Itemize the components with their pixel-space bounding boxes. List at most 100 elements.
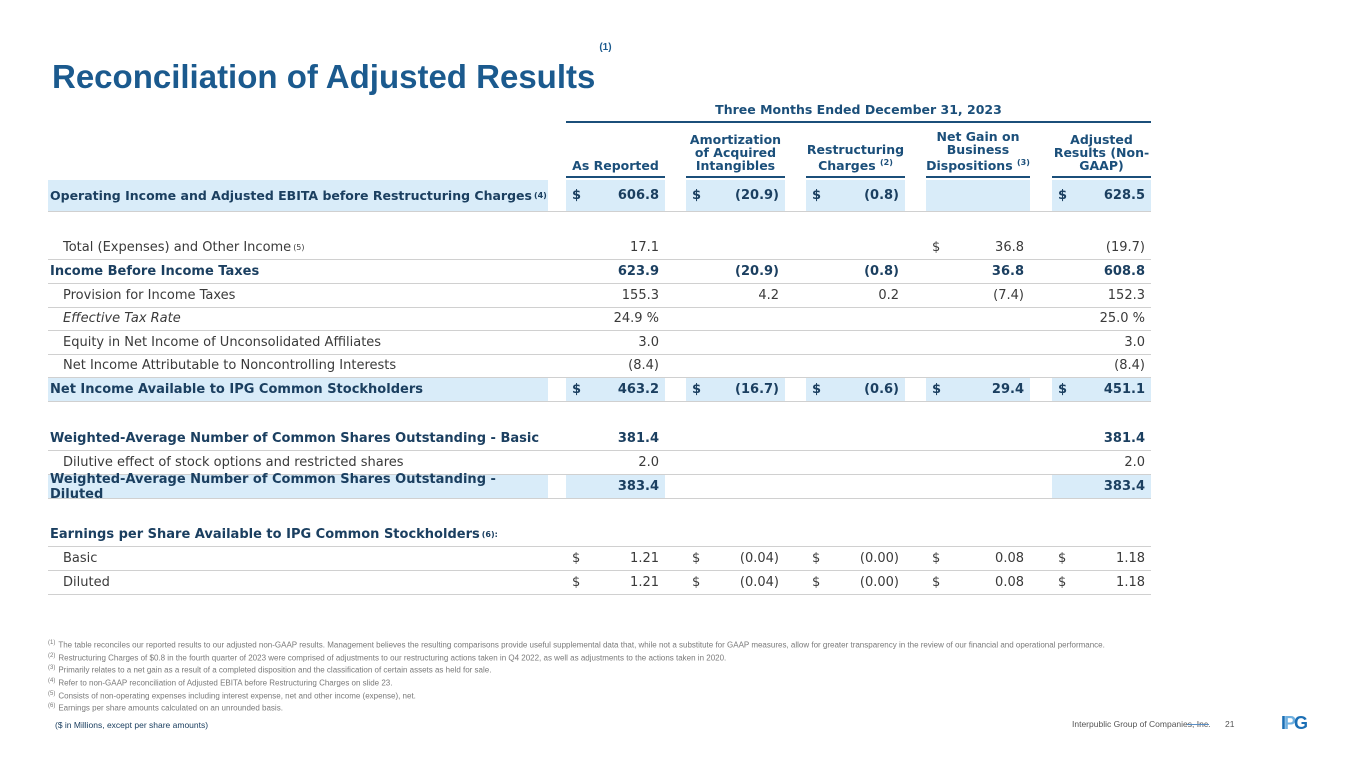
column-header: Net Gain on Business Dispositions (3) [926,130,1030,178]
company-name: Interpublic Group of Companies, Inc. [1072,719,1211,729]
currency-sign: $ [932,575,941,590]
column-header-label: Adjusted Results (Non-GAAP) [1053,132,1150,173]
cell-value: 155.3 [621,288,659,303]
footnote-number: (6) [48,703,56,710]
value-cell [806,354,905,377]
currency-sign: $ [692,575,701,590]
value-cell: $1.18 [1052,571,1151,594]
table-row: Operating Income and Adjusted EBITA befo… [48,180,1151,212]
cell-value: 29.4 [991,382,1024,397]
cell-value: (0.00) [859,575,899,590]
value-cell [926,427,1030,450]
value-cell: (20.9) [686,260,785,283]
row-label-text: Basic [63,551,98,566]
value-cell: $36.8 [926,236,1030,259]
cell-value: 17.1 [630,240,659,255]
row-label: Income Before Income Taxes [48,260,548,283]
value-cell: $ (0.00) [806,571,905,594]
column-header-label: As Reported [572,158,659,173]
value-cell [686,331,785,354]
value-cell: $0.08 [926,571,1030,594]
table-row: Basic $1.21 $ (0.04) $ (0.00) $0.08 $1.18 [48,547,1151,571]
value-cell: 3.0 [1052,331,1151,354]
cell-value: (0.6) [864,382,899,397]
row-label-text: Total (Expenses) and Other Income [63,240,292,255]
cell-value: 3.0 [1124,335,1145,350]
footnote-number: (3) [48,665,56,672]
row-label-text: Equity in Net Income of Unconsolidated A… [63,335,382,350]
footnote-text: Primarily relates to a net gain as a res… [58,665,492,675]
value-cell [926,331,1030,354]
title-footnote-ref: (1) [599,42,612,53]
row-label: Provision for Income Taxes [48,284,548,307]
table-row: Equity in Net Income of Unconsolidated A… [48,331,1151,355]
value-cell: $1.21 [566,571,665,594]
row-label: Effective Tax Rate [48,307,548,330]
row-label: Basic [48,547,548,570]
cell-value: 2.0 [638,455,659,470]
footnote-text: Consists of non-operating expenses inclu… [58,691,416,701]
currency-sign: $ [1058,551,1067,566]
value-cell: 17.1 [566,236,665,259]
period-header: Three Months Ended December 31, 2023 [566,102,1151,123]
cell-value: 463.2 [617,382,659,397]
currency-sign: $ [932,240,941,255]
footnote-text: Earnings per share amounts calculated on… [58,703,283,713]
value-cell: 25.0 % [1052,307,1151,330]
value-cell [686,354,785,377]
cell-value: 606.8 [617,188,659,203]
column-header: Adjusted Results (Non-GAAP) [1052,130,1151,178]
value-cell [686,451,785,474]
value-cell [806,451,905,474]
column-header: As Reported [566,130,665,178]
value-cell: $606.8 [566,180,665,211]
currency-sign: $ [1058,382,1068,397]
value-cell: $ (0.6) [806,378,905,401]
value-cell: 383.4 [566,475,665,498]
row-label: Equity in Net Income of Unconsolidated A… [48,331,548,354]
value-cell: 2.0 [566,451,665,474]
value-cell: $ (20.9) [686,180,785,211]
table-row: Dilutive effect of stock options and res… [48,451,1151,475]
row-label: Weighted-Average Number of Common Shares… [48,427,548,450]
value-cell: $ (16.7) [686,378,785,401]
cell-value: 36.8 [991,264,1024,279]
table-row: Earnings per Share Available to IPG Comm… [48,523,1151,547]
currency-sign: $ [812,575,821,590]
footnote: (6) Earnings per share amounts calculated… [48,701,1158,714]
value-cell: $ (0.04) [686,547,785,570]
page-title: Reconciliation of Adjusted Results(1) [52,42,612,96]
row-label-text: Weighted-Average Number of Common Shares… [50,431,540,446]
value-cell: (8.4) [1052,354,1151,377]
table-row: Weighted-Average Number of Common Shares… [48,471,1151,502]
footnote-ref: (5) [293,243,305,252]
table-row: Net Income Available to IPG Common Stock… [48,378,1151,402]
currency-sign: $ [692,188,702,203]
row-label: Dilutive effect of stock options and res… [48,451,548,474]
value-cell: 3.0 [566,331,665,354]
cell-value: 623.9 [617,264,659,279]
cell-value: 0.08 [995,575,1024,590]
value-cell [566,523,665,546]
cell-value: 628.5 [1103,188,1145,203]
page-number: 21 [1225,719,1235,729]
value-cell [686,475,785,498]
value-cell: 155.3 [566,284,665,307]
cell-value: 1.21 [630,575,659,590]
row-label-text: Weighted-Average Number of Common Shares… [50,471,496,502]
cell-value: 0.08 [995,551,1024,566]
value-cell: 383.4 [1052,475,1151,498]
units-note: ($ in Millions, except per share amounts… [55,720,209,730]
value-cell [686,236,785,259]
cell-value: (20.9) [735,188,779,203]
footnote-number: (2) [48,652,56,659]
row-label: Net Income Available to IPG Common Stock… [48,378,548,401]
cell-value: 152.3 [1107,288,1145,303]
value-cell: $451.1 [1052,378,1151,401]
footnote-ref: (3) [1017,157,1030,167]
row-label: Total (Expenses) and Other Income (5) [48,236,548,259]
cell-value: (8.4) [628,358,659,373]
footer-divider [1187,724,1209,725]
footnote-ref: (2) [880,157,893,167]
value-cell: 381.4 [566,427,665,450]
